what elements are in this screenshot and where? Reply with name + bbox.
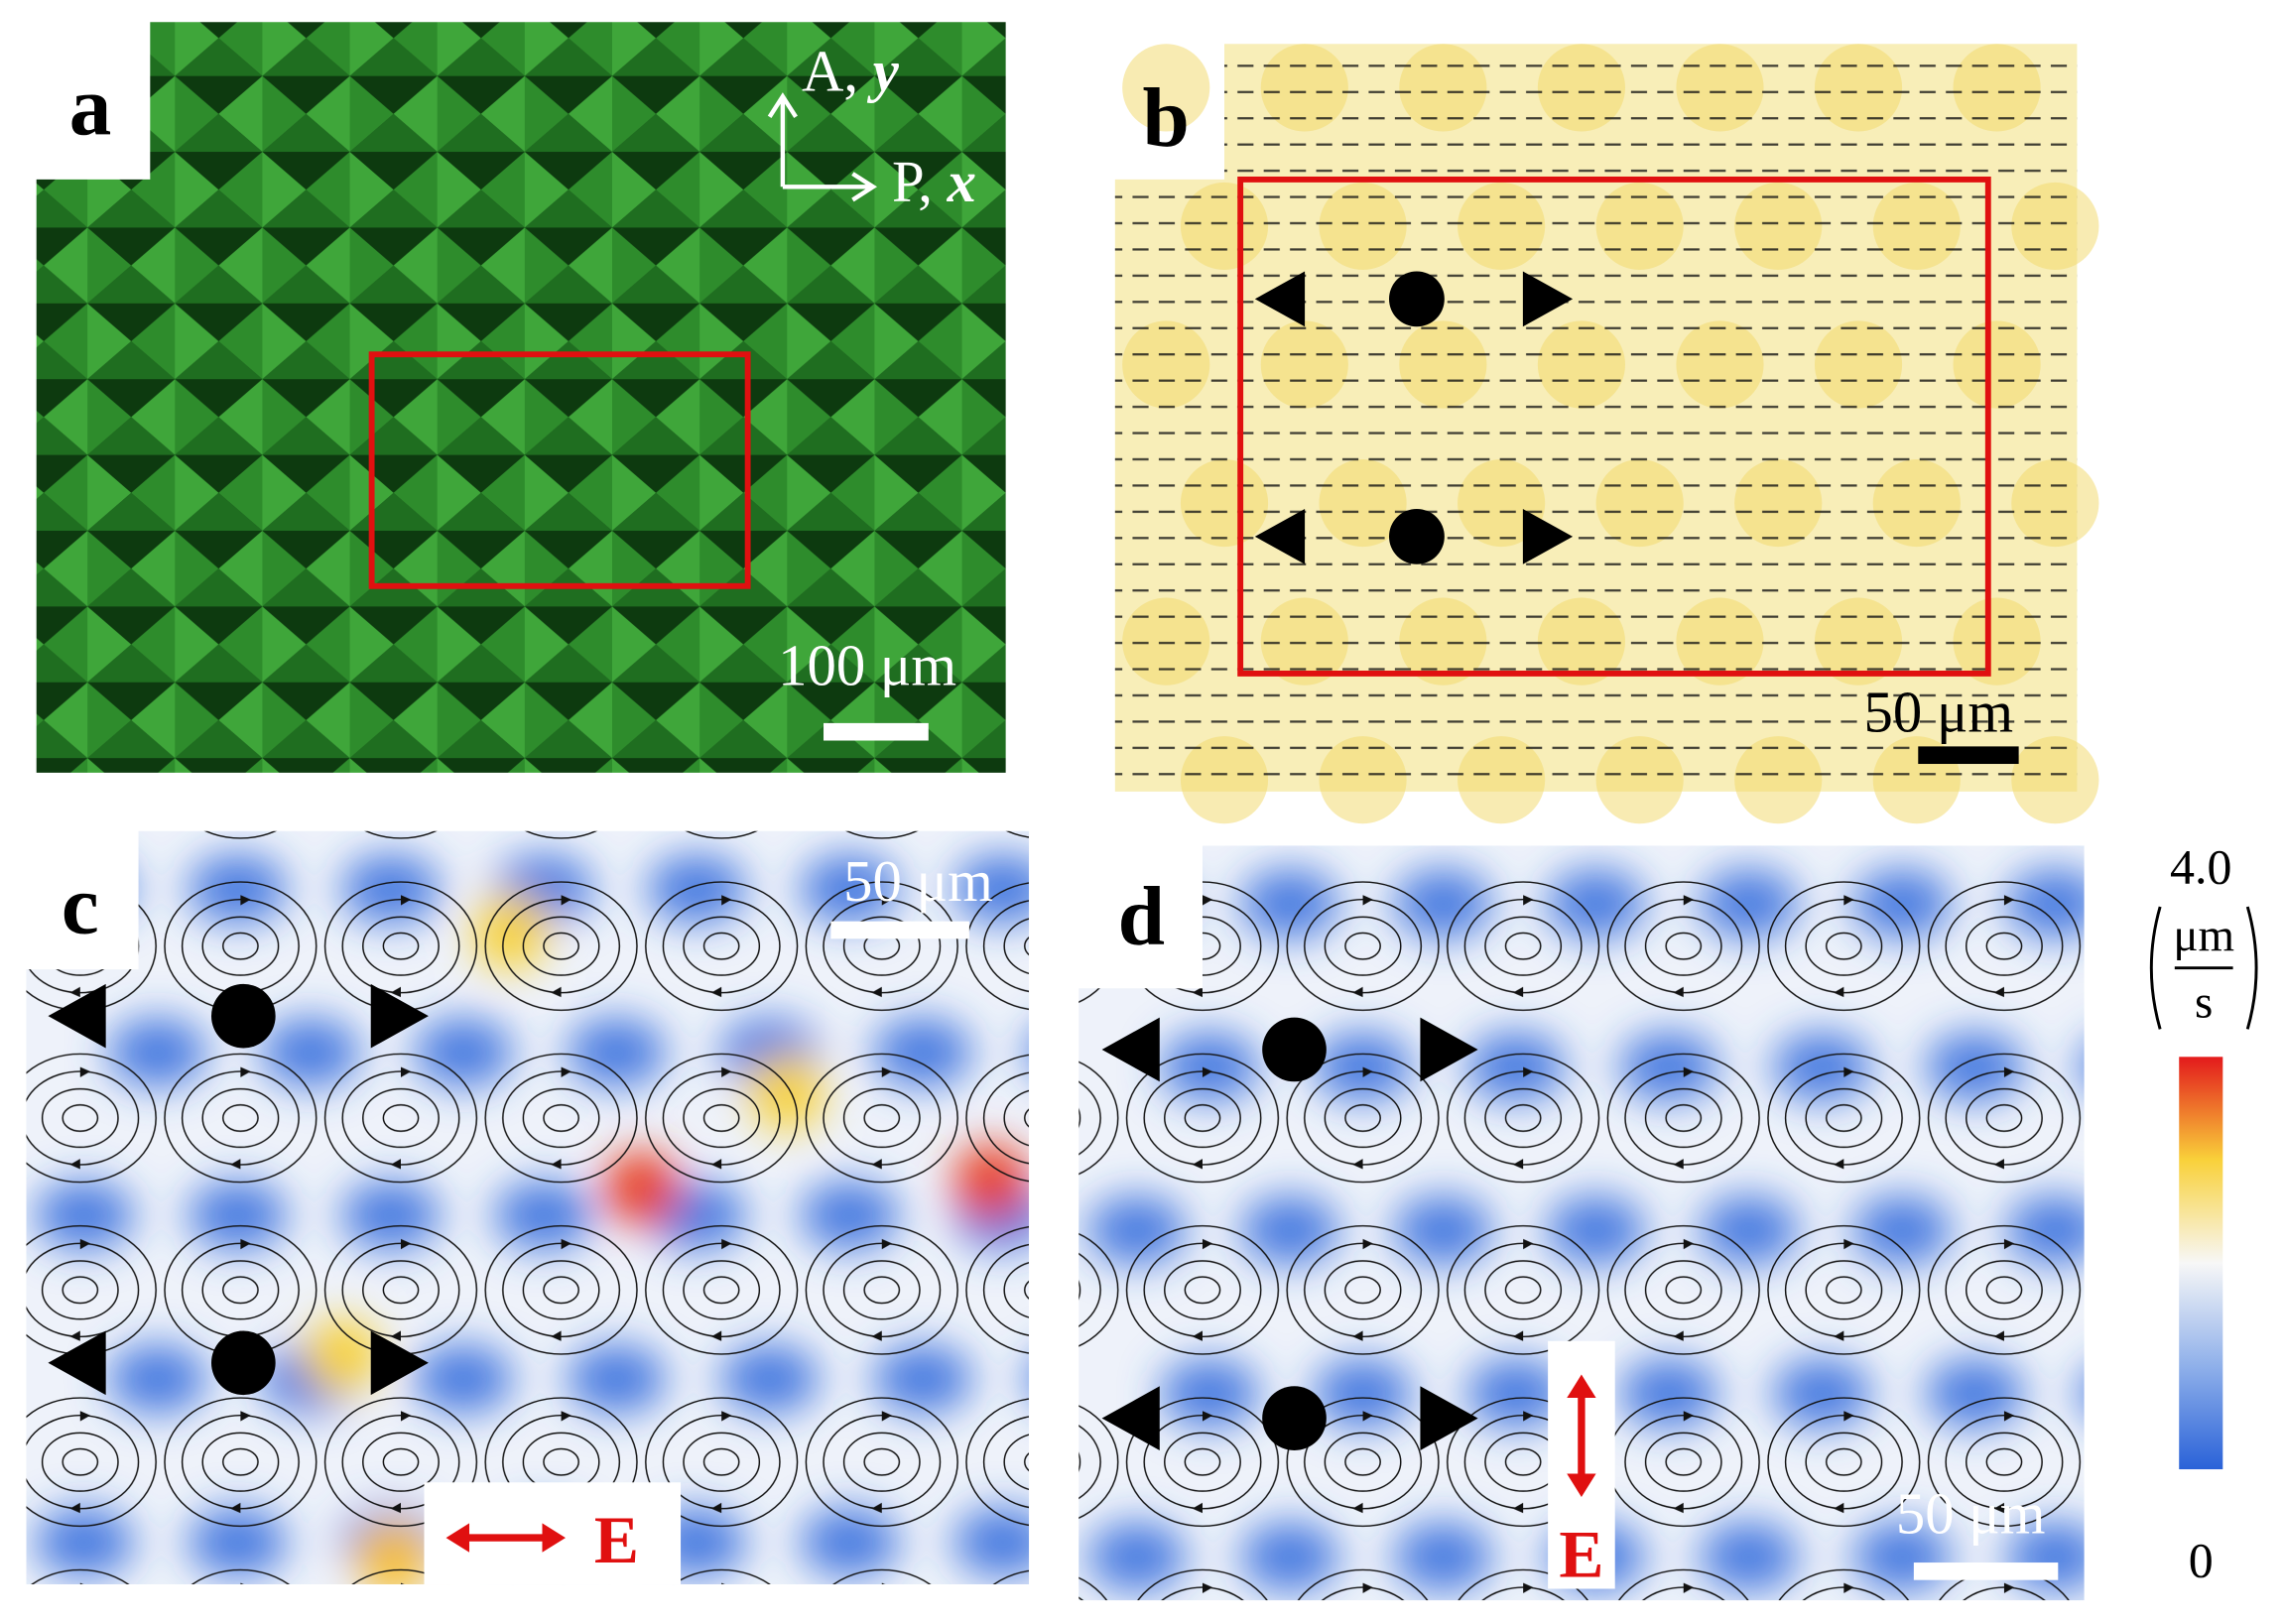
scale-bar-label: 50 μm (1896, 1482, 2046, 1547)
defect-core (1262, 1017, 1327, 1082)
region-box (1237, 176, 1991, 677)
colorbar-min: 0 (2189, 1533, 2214, 1588)
micrograph (36, 22, 1006, 773)
defect-right (1420, 1386, 1478, 1450)
colorbar: 4.0 μm s 0 (2149, 838, 2258, 1588)
polarizer-label: P, x (892, 150, 976, 214)
axes-arrows (767, 92, 878, 202)
defect-core (1389, 508, 1445, 564)
streamlines (26, 830, 1030, 1585)
analyzer-label: A, y (802, 39, 900, 103)
scale-bar-label: 50 μm (1864, 681, 2014, 745)
field-arrow (1567, 1374, 1596, 1497)
defect-right (370, 983, 429, 1049)
defect-core (1262, 1386, 1327, 1450)
colorbar-max: 4.0 (2170, 838, 2231, 894)
defect-core (211, 983, 276, 1049)
defect-core (211, 1330, 276, 1396)
scale-bar (824, 722, 929, 741)
texture (1122, 44, 1210, 132)
vortex-core (2078, 1032, 2085, 1102)
panel-label: c (62, 858, 99, 951)
panel-a: a A, y P, x 100 μm (36, 22, 1006, 773)
vortex-core (2078, 1358, 2085, 1429)
region-box (368, 351, 751, 589)
field-arrow (445, 1523, 566, 1553)
defect-right (1420, 1017, 1478, 1082)
defect-left (1254, 508, 1306, 564)
scale-bar (830, 921, 969, 939)
defect-right (1522, 508, 1574, 564)
panel-label: d (1118, 870, 1165, 963)
field-label: E (594, 1503, 639, 1577)
colorbar-unit-denominator: s (2195, 977, 2213, 1029)
colorbar-unit-numerator: μm (2173, 910, 2234, 961)
scale-bar-label: 100 μm (778, 634, 956, 698)
colorbar-gradient (2179, 1057, 2223, 1470)
panel-label: a (69, 60, 112, 153)
panel-label: b (1143, 71, 1190, 165)
panel-d: d E 50 μm (1079, 845, 2085, 1601)
panel-b: b 50 μm (1114, 44, 2099, 824)
defect-right (370, 1330, 429, 1396)
defect-right (1522, 271, 1574, 327)
defect-left (1101, 1386, 1160, 1450)
field-label: E (1559, 1518, 1603, 1592)
panel-c: c 50 μm E (26, 830, 1030, 1585)
defect-left (48, 1330, 106, 1396)
defect-core (1389, 271, 1445, 327)
scale-bar-label: 50 μm (843, 849, 993, 914)
defect-left (1254, 271, 1306, 327)
scale-bar (1913, 1562, 2059, 1580)
defect-left (48, 983, 106, 1049)
scale-bar (1918, 746, 2019, 765)
defect-left (1101, 1017, 1160, 1082)
